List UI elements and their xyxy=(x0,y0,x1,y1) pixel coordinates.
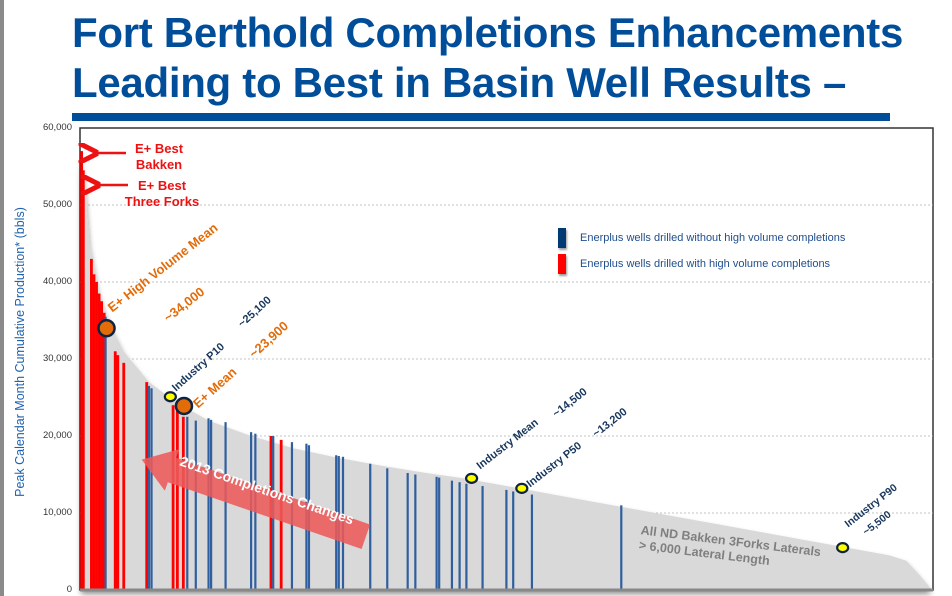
best-bakken-line1: E+ Best xyxy=(134,141,184,156)
bar-high-volume xyxy=(80,151,84,590)
bar-standard xyxy=(505,489,508,590)
best-bakken-label: E+ Best Bakken xyxy=(128,141,190,173)
title-line-1: Fort Berthold Completions Enhancements xyxy=(72,9,903,56)
eplus-marker xyxy=(174,396,194,416)
bar-standard xyxy=(438,477,441,590)
y-tick-label: 0 xyxy=(66,584,72,595)
bar-standard xyxy=(386,468,389,590)
best-three-forks-line2: Three Forks xyxy=(124,194,200,209)
y-tick-label: 60,000 xyxy=(42,122,72,133)
title-underline xyxy=(72,113,890,121)
completions-changes-arrow xyxy=(141,449,371,550)
bar-high-volume xyxy=(116,355,120,590)
bar-high-volume xyxy=(95,282,98,590)
bar-high-volume xyxy=(181,416,185,590)
bar-standard xyxy=(369,463,372,590)
bar-high-volume xyxy=(175,409,179,590)
y-tick-label: 20,000 xyxy=(42,430,72,441)
best-three-forks-line1: E+ Best xyxy=(137,178,187,193)
bar-standard xyxy=(150,388,153,590)
legend-label-standard: Enerplus wells drilled without high volu… xyxy=(580,232,846,244)
bar-standard xyxy=(481,486,484,590)
industry-marker xyxy=(465,472,479,484)
bar-high-volume xyxy=(122,362,126,590)
bar-standard xyxy=(104,316,107,590)
bar-standard xyxy=(406,472,409,590)
bar-standard xyxy=(465,483,468,590)
bar-standard xyxy=(458,482,461,590)
bar-standard xyxy=(512,491,515,590)
bar-high-volume xyxy=(90,258,93,590)
y-tick-label: 30,000 xyxy=(42,353,72,364)
y-tick-label: 50,000 xyxy=(42,199,72,210)
y-tick-label: 10,000 xyxy=(42,507,72,518)
legend-swatch-red xyxy=(558,254,566,274)
bar-high-volume xyxy=(102,312,106,590)
best-bakken-line2: Bakken xyxy=(135,157,183,172)
industry-marker xyxy=(515,482,529,494)
bar-standard xyxy=(620,505,623,590)
markers xyxy=(97,318,850,554)
eplus-marker xyxy=(97,318,116,338)
bar-high-volume xyxy=(100,301,104,590)
bar-standard xyxy=(414,474,417,590)
bar-standard xyxy=(530,494,534,590)
industry-marker xyxy=(836,542,850,554)
title-line-2: Leading to Best in Basin Well Results – xyxy=(72,59,847,106)
industry-marker xyxy=(163,391,177,403)
legend-label-high-volume: Enerplus wells drilled with high volume … xyxy=(580,258,831,270)
bar-standard xyxy=(210,419,213,590)
bar-standard xyxy=(186,416,189,590)
best-three-forks-label: E+ Best Three Forks xyxy=(112,178,212,210)
bar-high-volume xyxy=(97,293,101,590)
bar-standard xyxy=(194,420,197,590)
bar-standard xyxy=(207,418,210,590)
bar-standard xyxy=(435,476,438,590)
slide-left-border xyxy=(0,0,4,596)
bar-high-volume xyxy=(145,382,149,590)
bar-high-volume xyxy=(81,170,85,590)
bar-standard xyxy=(224,422,227,590)
bar-standard xyxy=(450,480,454,590)
bar-standard xyxy=(250,432,253,590)
slide-title: Fort Berthold Completions Enhancements L… xyxy=(72,8,952,108)
bar-high-volume xyxy=(171,405,175,590)
y-tick-label: 40,000 xyxy=(42,276,72,287)
industry-distribution-curve xyxy=(81,151,932,590)
bar-standard xyxy=(147,385,151,590)
legend-swatch-blue xyxy=(558,228,566,248)
bar-high-volume xyxy=(92,274,96,590)
bar-high-volume xyxy=(113,351,117,590)
